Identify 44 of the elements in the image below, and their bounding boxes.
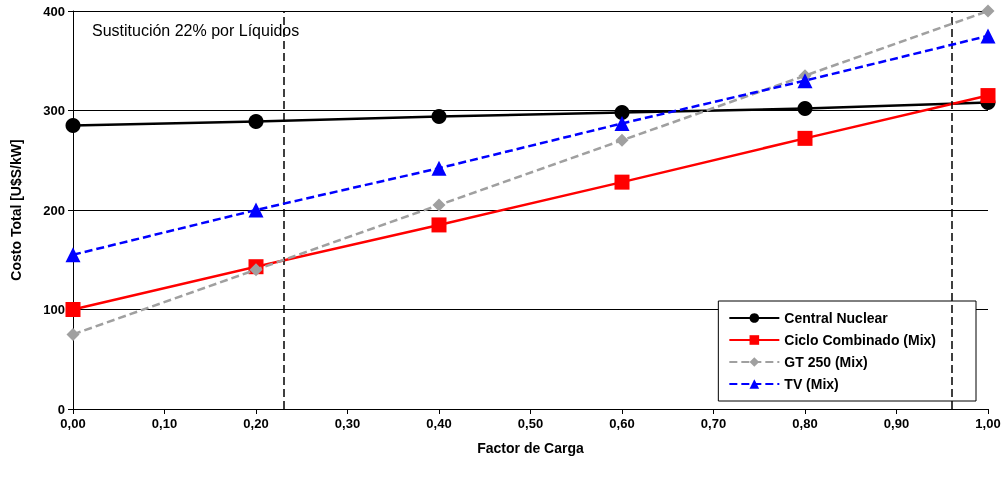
legend-label: GT 250 (Mix) xyxy=(784,354,868,370)
point xyxy=(65,302,81,317)
point xyxy=(248,113,264,129)
x-tick-label: 1,00 xyxy=(975,416,1001,431)
point xyxy=(614,174,630,190)
point xyxy=(797,130,813,146)
point xyxy=(65,247,81,263)
point xyxy=(431,160,447,176)
x-tick-label: 0,20 xyxy=(243,416,269,431)
y-tick-label: 200 xyxy=(43,202,65,218)
point xyxy=(66,327,80,341)
point xyxy=(431,217,447,233)
point xyxy=(614,115,630,131)
x-tick-label: 0,10 xyxy=(151,416,178,431)
x-tick-label: 0,30 xyxy=(334,416,361,431)
y-tick-label: 400 xyxy=(43,3,65,19)
point xyxy=(615,133,629,147)
point xyxy=(980,88,996,104)
point xyxy=(248,202,264,218)
legend-label: Ciclo Combinado (Mix) xyxy=(784,332,937,348)
point xyxy=(614,104,630,120)
point xyxy=(432,198,446,212)
x-tick-label: 0,40 xyxy=(426,416,452,431)
point xyxy=(980,28,996,44)
x-tick-label: 0,00 xyxy=(60,416,86,431)
x-tick-label: 0,80 xyxy=(792,416,818,431)
point xyxy=(981,4,995,18)
x-axis-title: Factor de Carga xyxy=(477,440,584,456)
legend-label: Central Nuclear xyxy=(784,310,889,326)
point xyxy=(797,101,813,117)
point xyxy=(797,73,813,89)
point xyxy=(65,117,81,133)
x-tick-label: 0,60 xyxy=(609,416,635,431)
y-tick-label: 300 xyxy=(43,103,65,118)
y-tick-label: 100 xyxy=(43,302,65,317)
y-tick-label: 0 xyxy=(57,401,65,417)
legend-label: TV (Mix) xyxy=(784,376,839,392)
y-axis-title: Costo Total [U$S/kW] xyxy=(8,139,24,281)
x-tick-label: 0,90 xyxy=(883,416,910,431)
point xyxy=(249,263,263,277)
point xyxy=(431,108,447,124)
x-tick-label: 0,70 xyxy=(700,416,727,431)
x-tick-label: 0,50 xyxy=(517,416,544,431)
annotation: Sustitución 22% por Líquidos xyxy=(92,21,300,39)
